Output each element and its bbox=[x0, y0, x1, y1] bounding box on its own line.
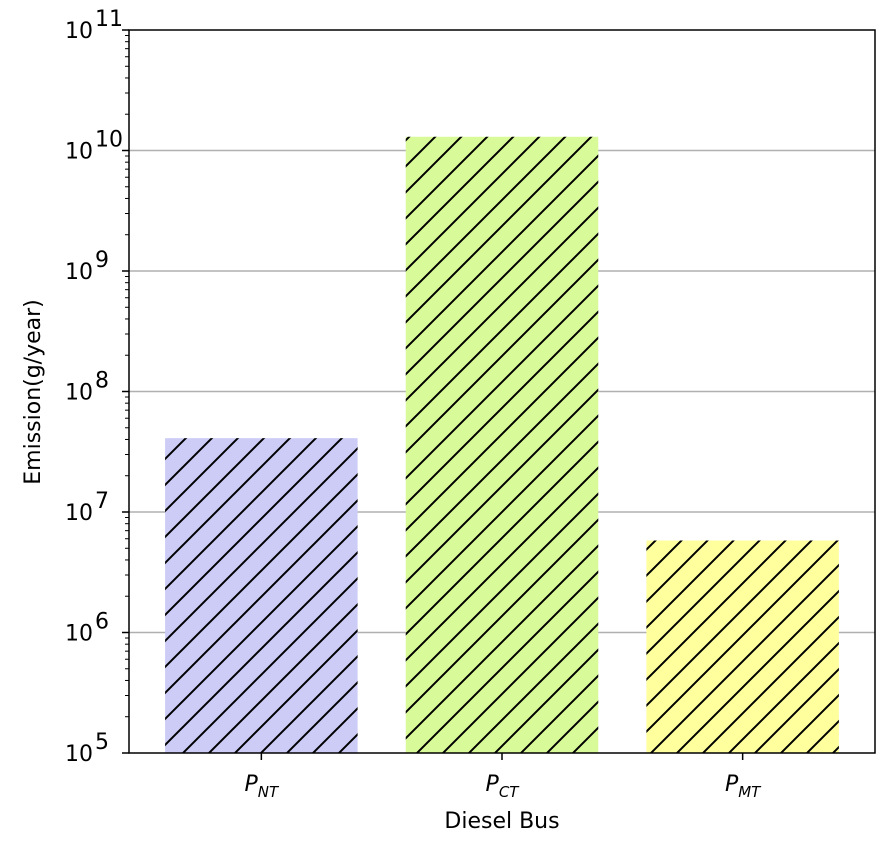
x-tick-label: PNT bbox=[245, 772, 281, 801]
x-tick-label-main: P bbox=[245, 772, 259, 797]
y-tick-label: 10 bbox=[65, 140, 93, 165]
x-tick-label-subscript: CT bbox=[499, 783, 520, 801]
bar-hatch bbox=[165, 438, 358, 753]
bar bbox=[405, 136, 599, 753]
y-axis-label: Emission(g/year) bbox=[21, 299, 46, 485]
x-tick-label-main: P bbox=[486, 772, 500, 797]
bars bbox=[165, 136, 839, 753]
y-tick-label: 10 bbox=[65, 742, 93, 767]
y-tick-exponent: 11 bbox=[95, 7, 123, 32]
y-tick-exponent: 9 bbox=[95, 248, 109, 273]
bar bbox=[646, 540, 839, 753]
x-axis-ticks: PNT PCT PMT bbox=[245, 753, 762, 801]
y-tick-label: 10 bbox=[65, 19, 93, 44]
y-tick-label: 10 bbox=[65, 381, 93, 406]
x-tick-label: PMT bbox=[725, 772, 762, 801]
x-tick-label-subscript: NT bbox=[258, 783, 280, 801]
bar-hatch bbox=[646, 540, 839, 753]
x-axis-label: Diesel Bus bbox=[444, 809, 559, 834]
y-tick-exponent: 5 bbox=[95, 730, 109, 755]
bar bbox=[165, 438, 358, 753]
x-tick-label-subscript: MT bbox=[738, 783, 762, 801]
y-tick-exponent: 8 bbox=[95, 369, 109, 394]
y-tick-exponent: 7 bbox=[95, 489, 109, 514]
y-tick-exponent: 10 bbox=[95, 128, 123, 153]
y-tick-label: 10 bbox=[65, 260, 93, 285]
x-tick-label: PCT bbox=[486, 772, 521, 801]
bar-hatch bbox=[405, 136, 599, 753]
y-tick-label: 10 bbox=[65, 501, 93, 526]
x-tick-label-main: P bbox=[725, 772, 739, 797]
y-tick-exponent: 6 bbox=[95, 610, 109, 635]
y-tick-label: 10 bbox=[65, 622, 93, 647]
